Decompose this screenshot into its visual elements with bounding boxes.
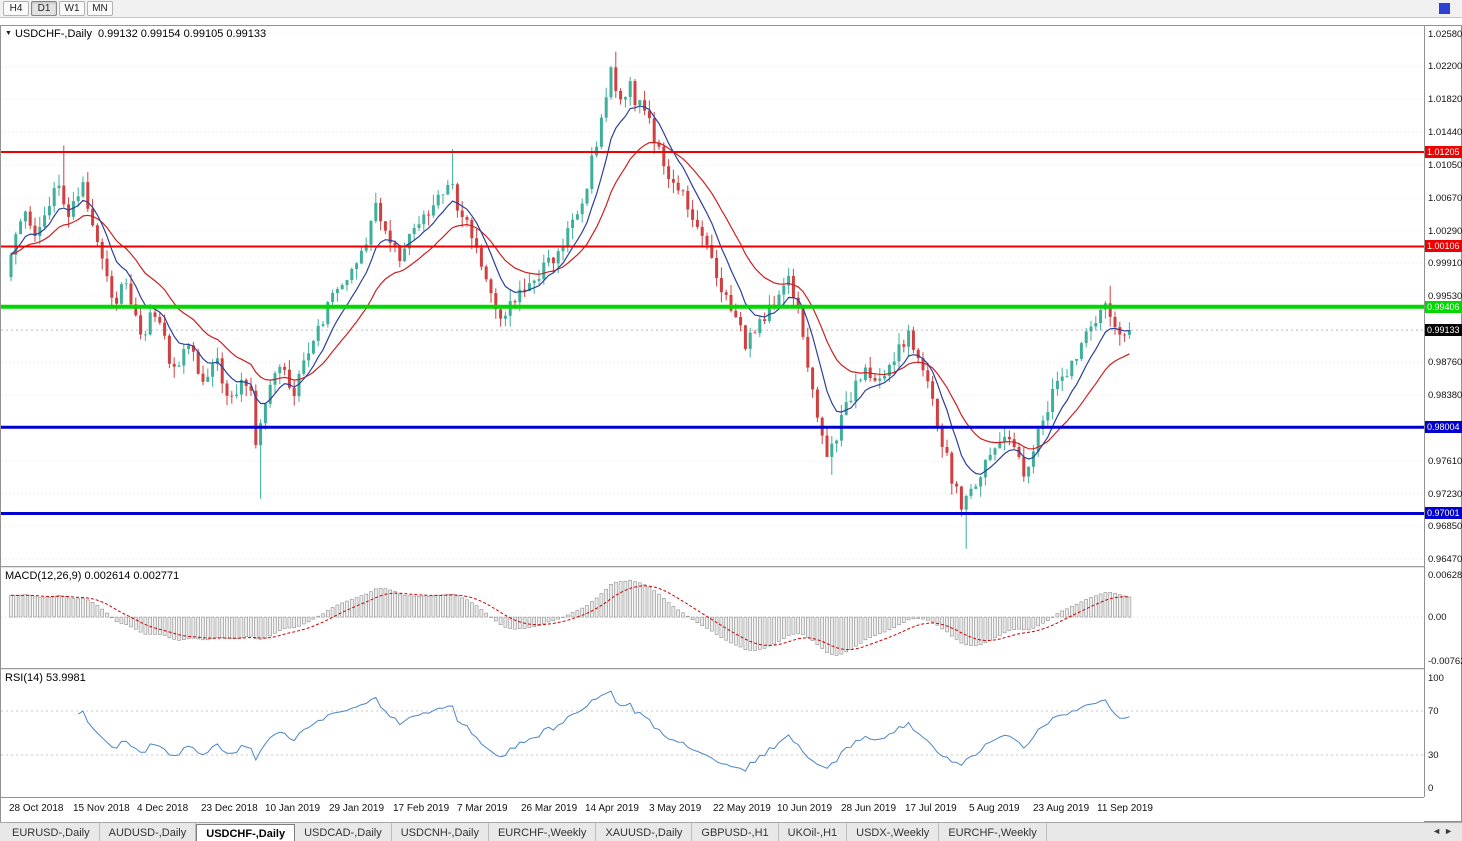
date-label: 7 Mar 2019	[457, 803, 508, 814]
rsi-axis-label: 100	[1428, 673, 1444, 684]
chart-ohlc-values: 0.99132 0.99154 0.99105 0.99133	[97, 28, 267, 40]
chart-symbol-title: USDCHF-,Daily	[14, 28, 92, 40]
date-label: 4 Dec 2018	[137, 803, 189, 814]
tab-scroll-right-icon[interactable]: ►	[1444, 826, 1456, 836]
date-label: 15 Nov 2018	[73, 803, 130, 814]
macd-axis-label: 0.006286	[1428, 570, 1462, 581]
date-label: 10 Jan 2019	[265, 803, 321, 814]
date-label: 28 Jun 2019	[841, 803, 897, 814]
timeframe-button-h4[interactable]: H4	[3, 1, 29, 16]
price-tick-label: 0.96850	[1428, 521, 1462, 533]
timeframe-button-mn[interactable]: MN	[87, 1, 113, 16]
date-label: 23 Aug 2019	[1033, 803, 1090, 814]
price-tick-label: 1.00670	[1428, 192, 1462, 204]
date-label: 3 May 2019	[649, 803, 702, 814]
timeframe-button-w1[interactable]: W1	[59, 1, 85, 16]
price-tick-label: 0.99530	[1428, 291, 1462, 302]
chart-tab-eurchf-weekly-5[interactable]: EURCHF-,Weekly	[489, 823, 597, 841]
price-tick-label: 0.98380	[1428, 389, 1462, 401]
price-tick-label: 1.00290	[1428, 225, 1462, 237]
level-price-label: 0.98004	[1425, 421, 1462, 434]
chart-menu-icon[interactable]: ▼	[5, 30, 12, 37]
price-tick-label: 0.98760	[1428, 357, 1462, 369]
date-label: 23 Dec 2018	[201, 803, 258, 814]
date-label: 17 Jul 2019	[905, 803, 957, 814]
timeframe-button-d1[interactable]: D1	[31, 1, 57, 16]
price-tick-label: 0.97610	[1428, 456, 1462, 468]
date-label: 26 Mar 2019	[521, 803, 578, 814]
price-axis: 1.02580 1.02200 1.01820 1.01440 1.01050 1.006…	[1424, 26, 1462, 797]
pane-divider[interactable]	[1, 566, 1461, 568]
macd-axis-label: 0.00	[1428, 612, 1447, 624]
rsi-axis-label: 0	[1428, 783, 1434, 794]
price-chart-canvas[interactable]	[1, 26, 1424, 566]
rsi-header: RSI(14) 53.9981	[5, 672, 86, 684]
price-tick-label: 1.01440	[1428, 126, 1462, 138]
toolbar: H4 D1 W1 MN	[0, 0, 1462, 18]
window-tile-icon[interactable]	[1439, 3, 1450, 14]
level-price-label: 1.01205	[1425, 145, 1462, 158]
rsi-axis-label: 70	[1428, 706, 1439, 717]
price-tick-label: 0.96470	[1428, 554, 1462, 566]
price-tick-label: 1.01820	[1428, 94, 1462, 106]
price-tick-label: 1.02580	[1428, 28, 1462, 40]
rsi-indicator-canvas[interactable]	[1, 670, 1424, 796]
tab-scroll-left-icon[interactable]: ◄	[1432, 826, 1445, 836]
date-label: 22 May 2019	[713, 803, 771, 814]
chart-window: ▼ USDCHF-,Daily 0.99132 0.99154 0.99105 0.…	[0, 25, 1462, 822]
macd-indicator-canvas[interactable]	[1, 568, 1424, 668]
pane-divider[interactable]	[1, 668, 1461, 670]
date-label: 28 Oct 2018	[9, 803, 64, 814]
current-price-label: 0.99133	[1425, 324, 1462, 337]
chart-tab-usdx-weekly-9[interactable]: USDX-,Weekly	[847, 823, 940, 841]
price-tick-label: 1.01050	[1428, 160, 1462, 172]
date-label: 17 Feb 2019	[393, 803, 450, 814]
level-price-label: 0.97001	[1425, 507, 1462, 520]
level-price-label: 0.99406	[1425, 300, 1462, 313]
chart-tab-usdchf-daily-2[interactable]: USDCHF-,Daily	[196, 824, 296, 841]
chart-tab-bar: EURUSD-,Daily AUDUSD-,Daily USDCHF-,Daily U…	[0, 822, 1462, 841]
chart-tab-ukoil-h1-8[interactable]: UKOil-,H1	[779, 823, 848, 841]
level-price-label: 1.00106	[1425, 240, 1462, 253]
rsi-axis-label: 30	[1428, 750, 1439, 761]
chart-header: ▼ USDCHF-,Daily 0.99132 0.99154 0.99105 0.…	[5, 28, 266, 40]
chart-tab-usdcad-daily-3[interactable]: USDCAD-,Daily	[295, 823, 392, 841]
date-label: 5 Aug 2019	[969, 803, 1020, 814]
chart-tab-gbpusd-h1-7[interactable]: GBPUSD-,H1	[692, 823, 779, 841]
macd-axis-label: -0.00762	[1428, 656, 1462, 667]
date-label: 14 Apr 2019	[585, 803, 639, 814]
tab-scroll-arrows: ◄►	[1432, 826, 1456, 836]
macd-header: MACD(12,26,9) 0.002614 0.002771	[5, 570, 180, 582]
price-tick-label: 1.02200	[1428, 61, 1462, 73]
chart-tab-xauusd-daily-6[interactable]: XAUUSD-,Daily	[596, 823, 693, 841]
chart-tab-eurusd-daily-0[interactable]: EURUSD-,Daily	[3, 823, 100, 841]
chart-tab-audusd-daily-1[interactable]: AUDUSD-,Daily	[100, 823, 197, 841]
price-tick-label: 0.99910	[1428, 258, 1462, 270]
price-tick-label: 0.97230	[1428, 488, 1462, 500]
date-axis: 28 Oct 2018 15 Nov 2018 4 Dec 2018 23 Dec 2…	[1, 797, 1424, 822]
date-label: 11 Sep 2019	[1097, 803, 1153, 814]
date-label: 29 Jan 2019	[329, 803, 385, 814]
chart-tab-usdcnh-daily-4[interactable]: USDCNH-,Daily	[392, 823, 489, 841]
chart-tab-eurchf-weekly-10[interactable]: EURCHF-,Weekly	[939, 823, 1047, 841]
timeframe-buttons: H4 D1 W1 MN	[3, 1, 113, 16]
date-label: 10 Jun 2019	[777, 803, 833, 814]
